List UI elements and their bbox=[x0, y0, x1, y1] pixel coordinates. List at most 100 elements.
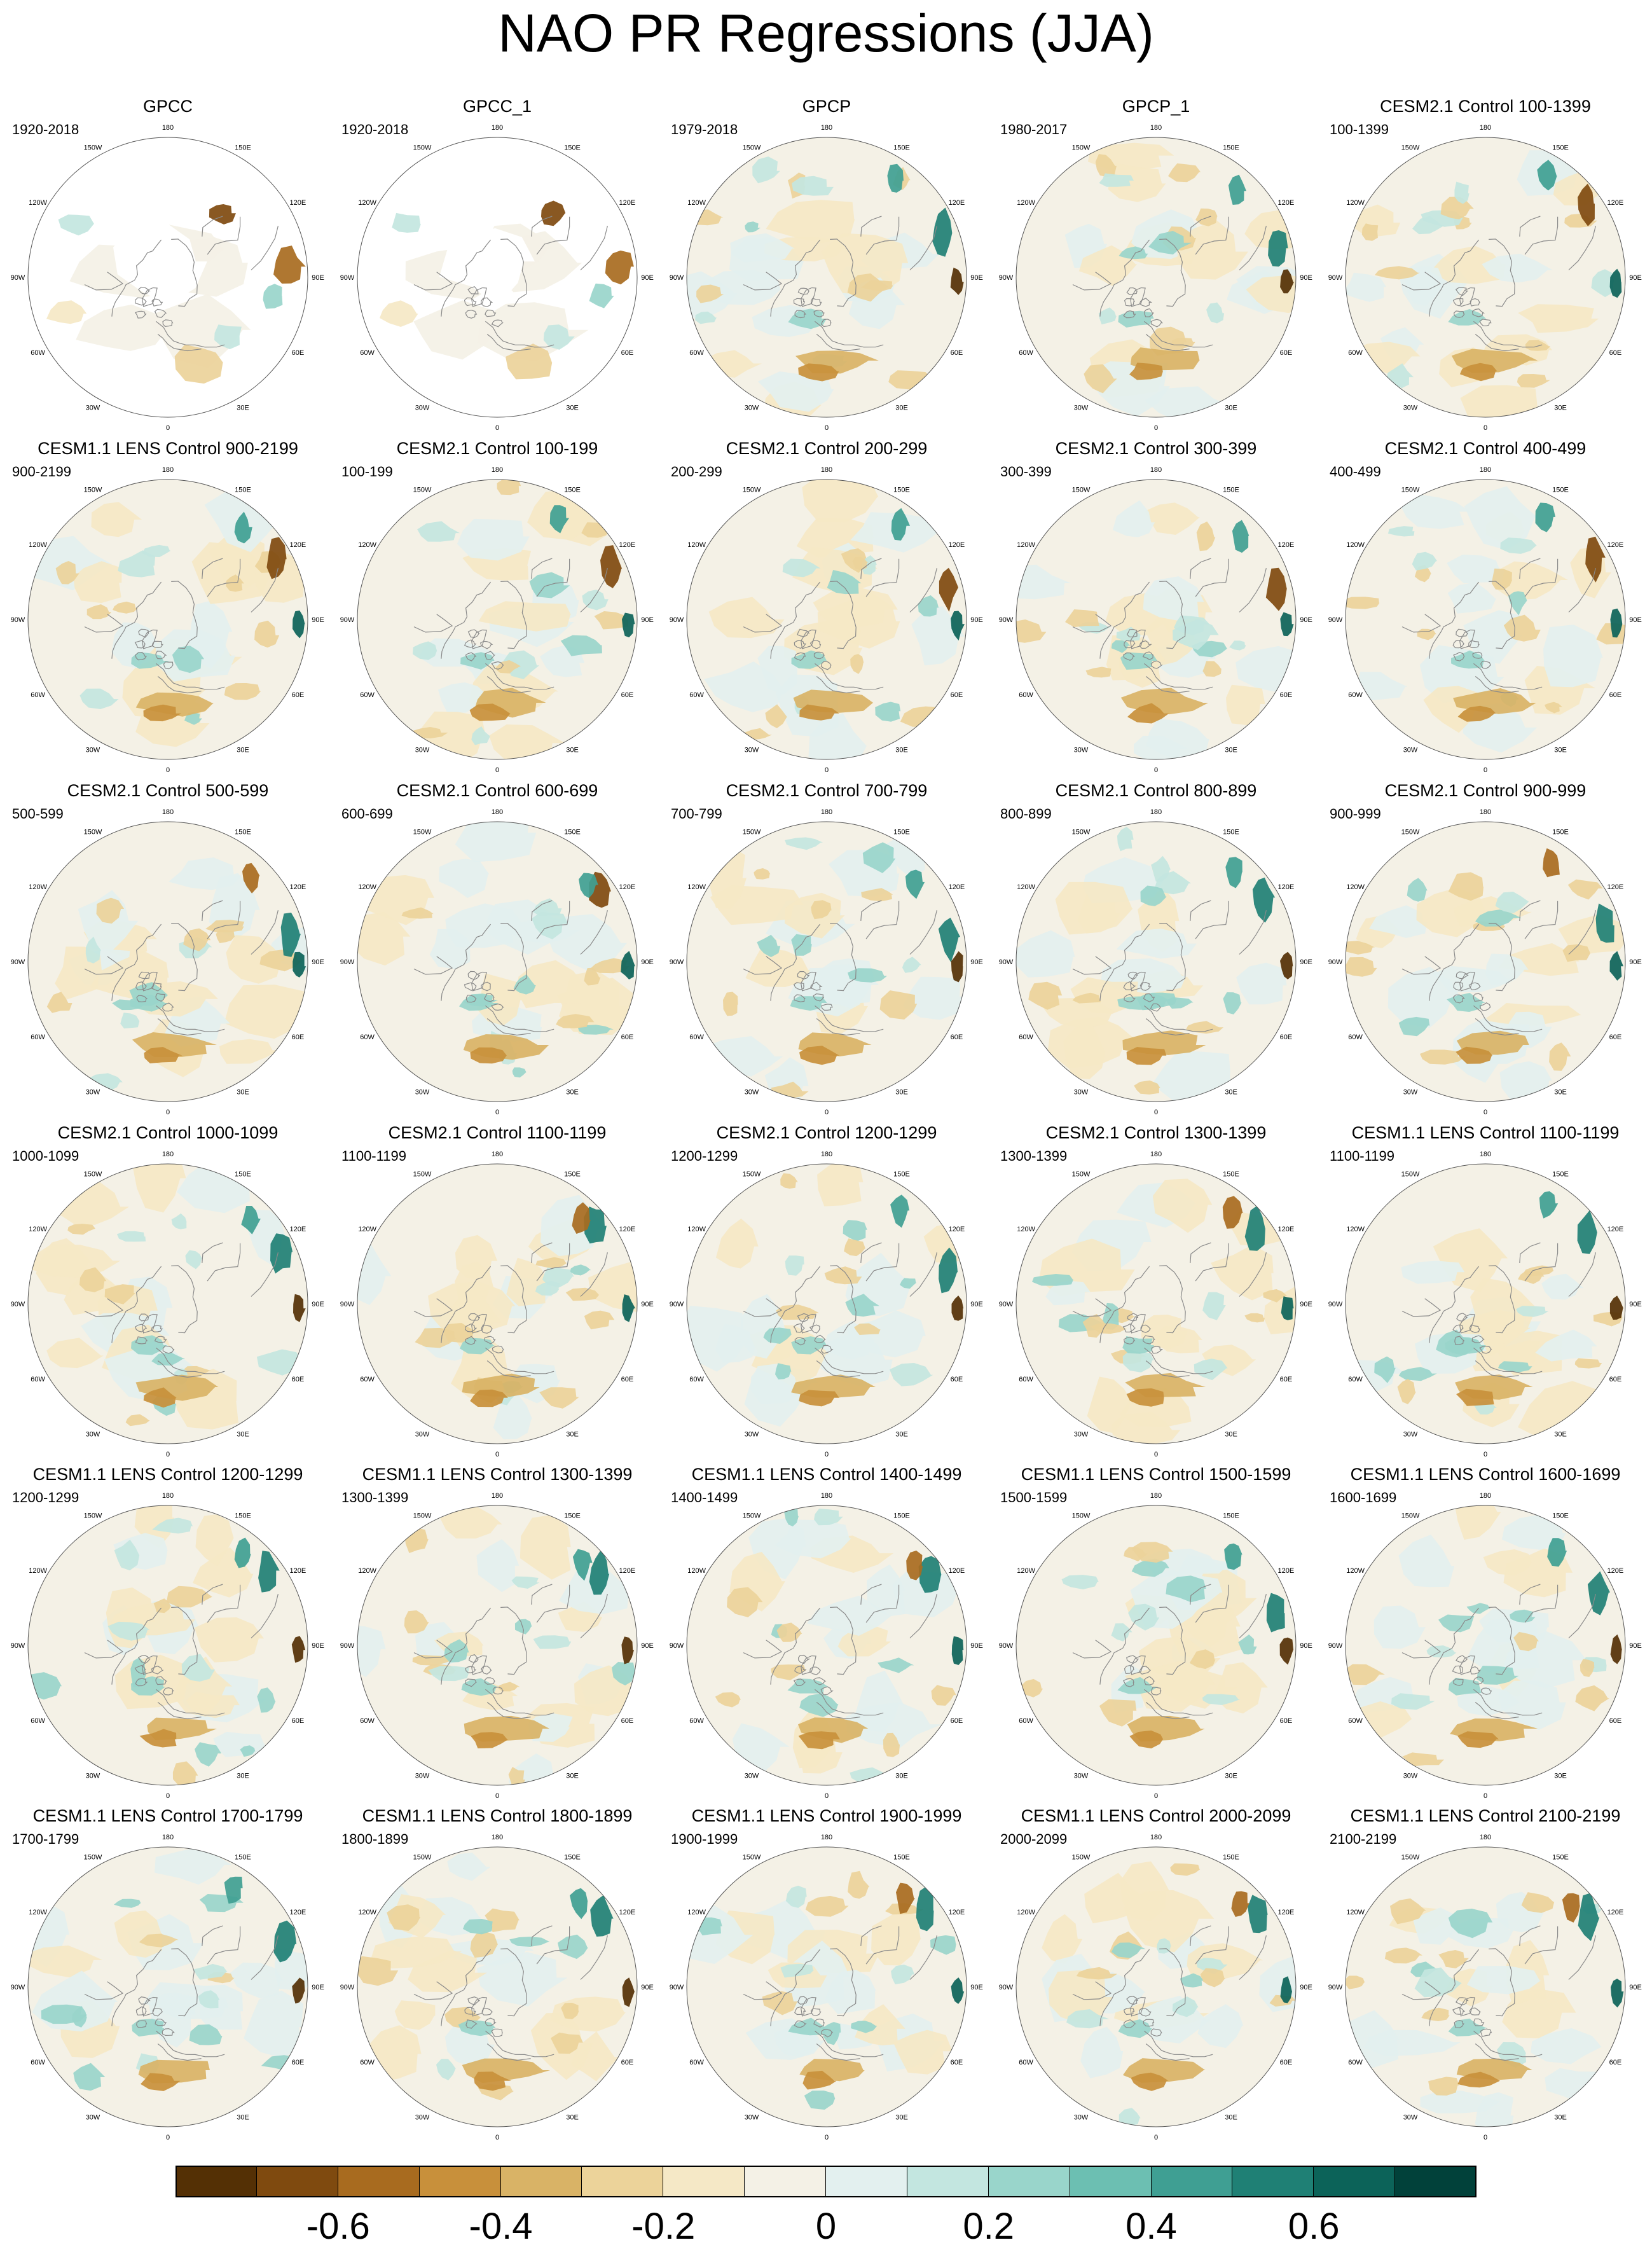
arctic-island-outline bbox=[465, 310, 478, 319]
precip-anomaly-contour bbox=[1401, 1261, 1465, 1284]
coastline bbox=[500, 581, 527, 649]
map-border bbox=[357, 821, 638, 1102]
precip-anomaly-contour bbox=[509, 1937, 550, 1947]
arctic-island-outline bbox=[1472, 651, 1483, 659]
precip-field bbox=[1016, 500, 1296, 759]
longitude-label: 90E bbox=[312, 1984, 324, 1991]
precip-anomaly-contour bbox=[798, 1731, 840, 1750]
coastline bbox=[485, 1689, 554, 1716]
longitude-label: 60W bbox=[1348, 2059, 1363, 2066]
longitude-label: 90E bbox=[1629, 1984, 1642, 1991]
coastline bbox=[486, 676, 531, 694]
precip-field bbox=[698, 836, 967, 1102]
precip-field bbox=[380, 200, 634, 380]
precip-anomaly-contour bbox=[1248, 1895, 1268, 1933]
precip-anomaly-contour bbox=[241, 1206, 261, 1234]
arctic-island-outline bbox=[1123, 981, 1136, 991]
longitude-label: 0 bbox=[1483, 1792, 1487, 1800]
coastline bbox=[84, 614, 124, 633]
precip-anomaly-contour bbox=[193, 1963, 228, 1980]
precip-anomaly-contour bbox=[436, 2059, 456, 2080]
longitude-label: 120W bbox=[687, 883, 706, 891]
precip-anomaly-contour bbox=[172, 646, 205, 674]
precip-anomaly-contour bbox=[143, 1387, 177, 1408]
precip-anomaly-contour bbox=[166, 1586, 212, 1608]
precip-anomaly-contour bbox=[1513, 1631, 1539, 1652]
precip-anomaly-contour bbox=[1414, 1967, 1462, 1998]
arctic-island-outline bbox=[484, 1677, 495, 1685]
precip-anomaly-contour bbox=[1475, 909, 1522, 927]
precip-field bbox=[715, 1505, 964, 1783]
longitude-label: 150E bbox=[1552, 1854, 1569, 1862]
precip-anomaly-contour bbox=[1065, 609, 1099, 627]
longitude-label: 120W bbox=[687, 1226, 706, 1233]
longitude-label: 120E bbox=[1278, 1909, 1295, 1916]
arctic-island-outline bbox=[820, 1686, 834, 1696]
arctic-island-outline bbox=[151, 640, 164, 649]
precip-anomaly-contour bbox=[1116, 929, 1197, 959]
arctic-island-outline bbox=[1470, 298, 1480, 307]
longitude-label: 90W bbox=[340, 274, 355, 282]
precip-anomaly-contour bbox=[141, 2073, 181, 2091]
map-panel: CESM2.1 Control 1300-1399 180 150E 120E 90E 6… bbox=[991, 1122, 1321, 1463]
coastline bbox=[485, 663, 554, 690]
precip-anomaly-contour bbox=[113, 601, 139, 614]
longitude-label: 0 bbox=[1483, 2134, 1487, 2141]
longitude-label: 60E bbox=[1280, 691, 1293, 699]
arctic-island-outline bbox=[1468, 640, 1480, 648]
panel-years: 1920-2018 bbox=[341, 121, 409, 137]
precip-anomaly-contour bbox=[1042, 1914, 1083, 1964]
coastlines bbox=[413, 216, 608, 352]
precip-anomaly-contour bbox=[143, 704, 182, 722]
longitude-label: 0 bbox=[1154, 2134, 1158, 2141]
coastline bbox=[770, 1266, 821, 1343]
coastline bbox=[1489, 1265, 1515, 1334]
arctic-island-outline bbox=[1150, 2028, 1162, 2037]
coastline bbox=[1130, 971, 1146, 992]
longitude-label: 0 bbox=[166, 766, 170, 774]
precip-anomaly-contour bbox=[460, 1338, 495, 1355]
panel-title: CESM2.1 Control 300-399 bbox=[1055, 439, 1257, 458]
precip-anomaly-contour bbox=[184, 712, 202, 725]
longitude-label: 60W bbox=[31, 1034, 45, 1041]
longitude-label: 120E bbox=[949, 541, 965, 549]
arctic-island-outline bbox=[138, 1996, 151, 2005]
precip-anomaly-contour bbox=[440, 1506, 502, 1538]
precip-anomaly-contour bbox=[1457, 1731, 1499, 1748]
precip-anomaly-contour bbox=[512, 1067, 527, 1078]
precip-anomaly-contour bbox=[412, 1655, 454, 1666]
arctic-island-outline bbox=[813, 2018, 825, 2028]
coastline bbox=[1130, 287, 1146, 307]
longitude-label: 150W bbox=[413, 1854, 432, 1862]
coastline bbox=[1190, 900, 1211, 921]
panel-title: CESM1.1 LENS Control 1900-1999 bbox=[691, 1806, 962, 1825]
longitude-label: 60E bbox=[951, 1376, 963, 1383]
precip-anomaly-contour bbox=[1202, 1292, 1226, 1320]
precip-anomaly-contour bbox=[1206, 302, 1225, 324]
coastline bbox=[580, 910, 608, 955]
coastline bbox=[1072, 614, 1112, 633]
panel-years: 2100-2199 bbox=[1330, 1831, 1397, 1847]
longitude-label: 60E bbox=[951, 691, 963, 699]
colorbar-segment bbox=[1070, 2166, 1152, 2197]
longitude-label: 120W bbox=[29, 1909, 47, 1916]
longitude-label: 120W bbox=[1346, 541, 1365, 549]
coastline bbox=[485, 2030, 554, 2057]
precip-anomaly-contour bbox=[1045, 1280, 1091, 1306]
arctic-island-outline bbox=[465, 1666, 477, 1673]
precip-anomaly-contour bbox=[413, 300, 499, 360]
precip-anomaly-contour bbox=[727, 1587, 763, 1617]
arctic-island-outline bbox=[1123, 1678, 1134, 1687]
panel-title: CESM2.1 Control 1300-1399 bbox=[1045, 1123, 1267, 1142]
coastline bbox=[1072, 272, 1112, 291]
longitude-label: 90E bbox=[641, 958, 654, 966]
coastline bbox=[111, 1949, 162, 2026]
precip-anomaly-contour bbox=[845, 1702, 942, 1748]
longitude-label: 90W bbox=[340, 958, 355, 966]
longitude-label: 150W bbox=[413, 1512, 432, 1520]
coastlines bbox=[1401, 1925, 1596, 2061]
coastline bbox=[1072, 1298, 1112, 1317]
